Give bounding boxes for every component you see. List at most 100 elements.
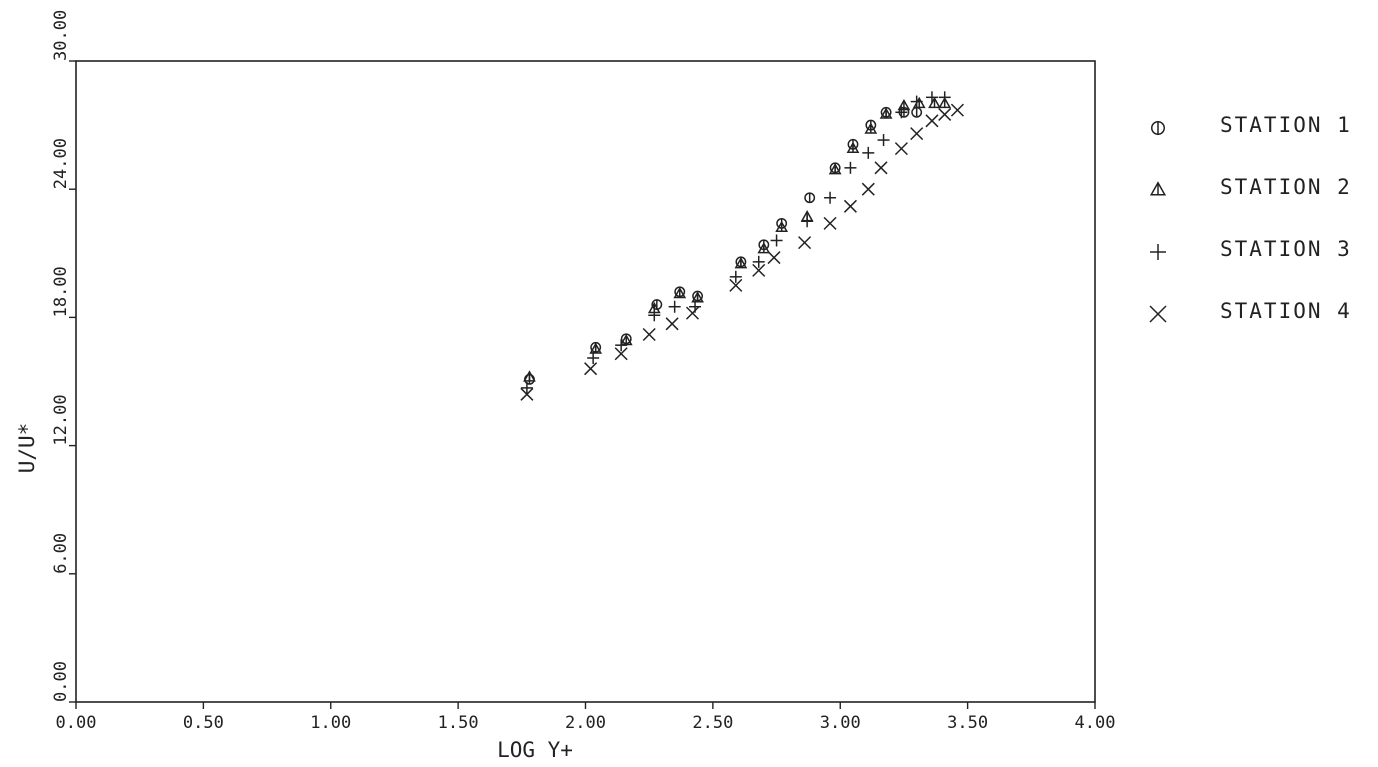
x-axis-label: LOG Y+ [497, 738, 573, 762]
legend-item: STATION 2 [1149, 175, 1352, 199]
data-point [801, 215, 814, 228]
data-point [520, 387, 534, 401]
legend-item: STATION 3 [1150, 237, 1350, 261]
legend: STATION 1 STATION 2 STATION 3 STATION 4 [1149, 113, 1352, 323]
legend-marker [1150, 244, 1166, 260]
data-point [828, 163, 842, 175]
x-marker-b [614, 347, 628, 361]
legend-marker [1149, 305, 1167, 323]
data-point [804, 192, 816, 204]
x-marker-b [894, 142, 908, 156]
legend-item: STATION 1 [1151, 113, 1352, 137]
data-point [685, 306, 700, 320]
data-point [770, 234, 783, 247]
data-point [950, 103, 964, 117]
plot-frame [75, 60, 1096, 703]
data-point [910, 127, 924, 141]
data-point [925, 91, 938, 104]
data-point [729, 278, 743, 292]
legend-marker [1149, 181, 1167, 196]
x-marker-b [584, 362, 598, 376]
data-point [665, 317, 679, 331]
x-marker-b [1149, 305, 1167, 323]
data-point [775, 220, 789, 233]
data-point [767, 251, 781, 265]
y-axis-label: U/U* [15, 423, 39, 474]
x-marker-b [729, 278, 743, 292]
data-point [734, 257, 748, 269]
data-point [844, 161, 857, 174]
legend-label: STATION 2 [1220, 175, 1352, 199]
data-point [729, 270, 742, 283]
legend-marker [1151, 121, 1165, 135]
data-point [864, 122, 878, 134]
data-point [879, 107, 893, 119]
data-point [938, 107, 952, 121]
y-tick-label: 0.00 [51, 661, 71, 702]
y-tick-label: 18.00 [51, 266, 71, 317]
data-point [925, 114, 939, 128]
data-point [648, 309, 661, 322]
data-point [824, 191, 837, 204]
data-point [673, 286, 687, 299]
data-points [520, 91, 964, 401]
legend-label: STATION 1 [1220, 113, 1352, 137]
x-marker-b [874, 161, 888, 175]
data-point [862, 146, 875, 159]
data-point [874, 161, 888, 175]
x-tick-label: 0.50 [183, 713, 224, 733]
data-point [615, 339, 628, 352]
data-point [757, 242, 771, 254]
data-point [798, 236, 812, 250]
data-point [523, 370, 536, 382]
x-tick-label: 4.00 [1075, 713, 1116, 733]
x-marker-b [925, 114, 939, 128]
data-point [668, 300, 681, 313]
data-point [584, 362, 598, 376]
x-tick-label: 1.00 [310, 713, 351, 733]
x-marker-b [843, 199, 857, 213]
x-marker-b [861, 182, 875, 196]
series-3 [520, 91, 951, 394]
data-point [823, 216, 837, 230]
x-marker-b [685, 306, 700, 320]
x-tick-label: 2.50 [692, 713, 733, 733]
data-point [894, 142, 908, 156]
x-marker-b [665, 317, 679, 331]
x-marker-b [520, 387, 534, 401]
x-marker-b [950, 103, 964, 117]
x-axis-ticks: 0.00 0.50 1.00 1.50 2.00 2.50 3.00 3.50 4.00 [56, 702, 1116, 733]
x-tick-label: 2.00 [565, 713, 606, 733]
data-point [587, 351, 600, 364]
series-1 [524, 106, 923, 385]
data-point [895, 106, 908, 119]
x-marker-b [767, 251, 781, 265]
data-point [589, 342, 603, 354]
x-tick-label: 1.50 [438, 713, 479, 733]
data-point [614, 347, 628, 361]
data-point [520, 381, 533, 394]
data-point [928, 96, 941, 109]
data-point [846, 141, 860, 153]
x-marker-b [823, 216, 837, 230]
x-marker-b [938, 107, 952, 121]
data-point [877, 134, 890, 147]
legend-item: STATION 4 [1149, 299, 1352, 323]
x-marker-b [752, 263, 766, 277]
data-point [752, 255, 765, 268]
y-tick-label: 6.00 [51, 533, 71, 574]
x-marker-b [642, 327, 656, 342]
data-point [642, 327, 656, 342]
data-point [752, 263, 766, 277]
data-point [843, 199, 857, 213]
x-tick-label: 3.50 [947, 713, 988, 733]
plot-border [75, 60, 1096, 703]
legend-label: STATION 4 [1220, 299, 1352, 323]
data-point [912, 96, 926, 109]
x-marker-b [910, 127, 924, 141]
x-marker-b [798, 236, 812, 250]
x-tick-label: 3.00 [820, 713, 861, 733]
y-axis-ticks: 0.00 6.00 12.00 18.00 24.00 30.00 [51, 10, 76, 703]
data-point [861, 182, 875, 196]
